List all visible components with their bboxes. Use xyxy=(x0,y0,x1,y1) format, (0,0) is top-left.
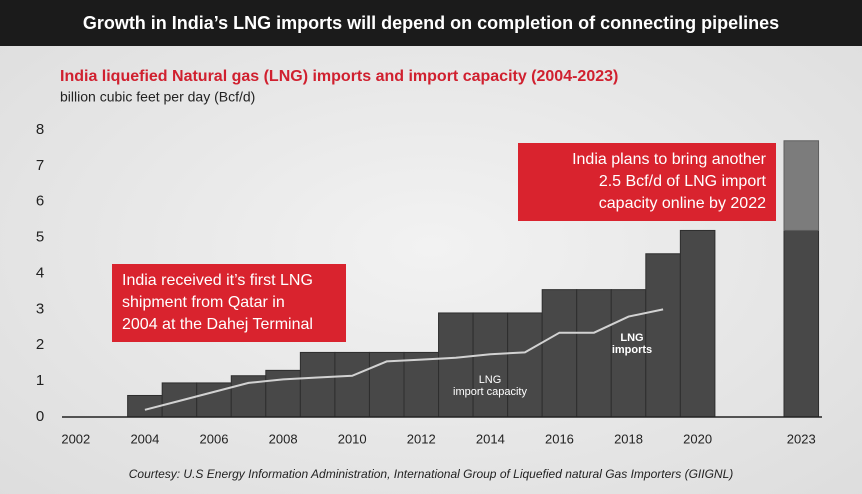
bar xyxy=(507,312,543,418)
bar xyxy=(541,289,578,418)
y-tick-label: 7 xyxy=(36,157,44,174)
annotation-text: shipment from Qatar in xyxy=(122,294,285,311)
series-label-line: LNG xyxy=(620,332,643,344)
series-label-line: import capacity xyxy=(453,386,527,398)
x-tick-label: 2012 xyxy=(407,431,436,446)
annotation-box xyxy=(112,264,346,342)
x-tick-label: 2010 xyxy=(338,431,367,446)
bar xyxy=(265,369,301,418)
y-tick-label: 4 xyxy=(36,264,44,281)
series-label: LNG import capacity xyxy=(453,374,527,398)
bar xyxy=(679,229,716,418)
y-tick-label: 5 xyxy=(36,229,44,246)
y-tick-label: 2 xyxy=(36,336,44,353)
x-tick-label: 2020 xyxy=(683,431,712,446)
x-tick-label: 2002 xyxy=(61,431,90,446)
x-tick-label: 2004 xyxy=(130,431,159,446)
x-tick-label: 2018 xyxy=(614,431,643,446)
x-tick-label: 2006 xyxy=(200,431,229,446)
x-tick-label: 2008 xyxy=(269,431,298,446)
x-tick-label: 2016 xyxy=(545,431,574,446)
bar xyxy=(403,351,440,418)
y-tick-label: 3 xyxy=(36,300,44,317)
source: Courtesy: U.S Energy Information Adminis… xyxy=(129,467,734,481)
bar xyxy=(438,312,474,418)
annotation-text: India received it’s first LNG xyxy=(122,272,313,289)
bar xyxy=(472,312,509,418)
annotation-text: 2.5 Bcf/d of LNG import xyxy=(599,173,767,190)
bar xyxy=(645,253,681,418)
chart-title: Growth in India’s LNG imports will depen… xyxy=(83,13,779,33)
annotation-text: India plans to bring another xyxy=(572,151,767,168)
annotation-text: 2004 at the Dahej Terminal xyxy=(122,316,313,333)
planned-bar xyxy=(783,140,820,231)
y-tick-label: 1 xyxy=(36,372,44,389)
x-tick-label: 2014 xyxy=(476,431,505,446)
series-label-line: LNG xyxy=(479,374,502,386)
bar xyxy=(576,289,612,418)
line xyxy=(144,308,664,411)
y-axis-label: billion cubic feet per day (Bcf/d) xyxy=(60,89,255,105)
annotation-box xyxy=(518,143,776,221)
y-tick-label: 0 xyxy=(36,408,44,425)
x-tick-label: 2023 xyxy=(787,431,816,446)
bar xyxy=(783,229,820,418)
y-tick-label: 8 xyxy=(36,121,44,138)
bar xyxy=(299,351,336,418)
series-label-line: imports xyxy=(612,344,652,356)
annotation-text: capacity online by 2022 xyxy=(599,195,766,212)
header-bar xyxy=(0,0,862,46)
y-tick-label: 6 xyxy=(36,193,44,210)
chart-subtitle: India liquefied Natural gas (LNG) import… xyxy=(60,68,618,85)
series-label: LNG imports xyxy=(612,332,652,356)
bar xyxy=(334,351,370,418)
